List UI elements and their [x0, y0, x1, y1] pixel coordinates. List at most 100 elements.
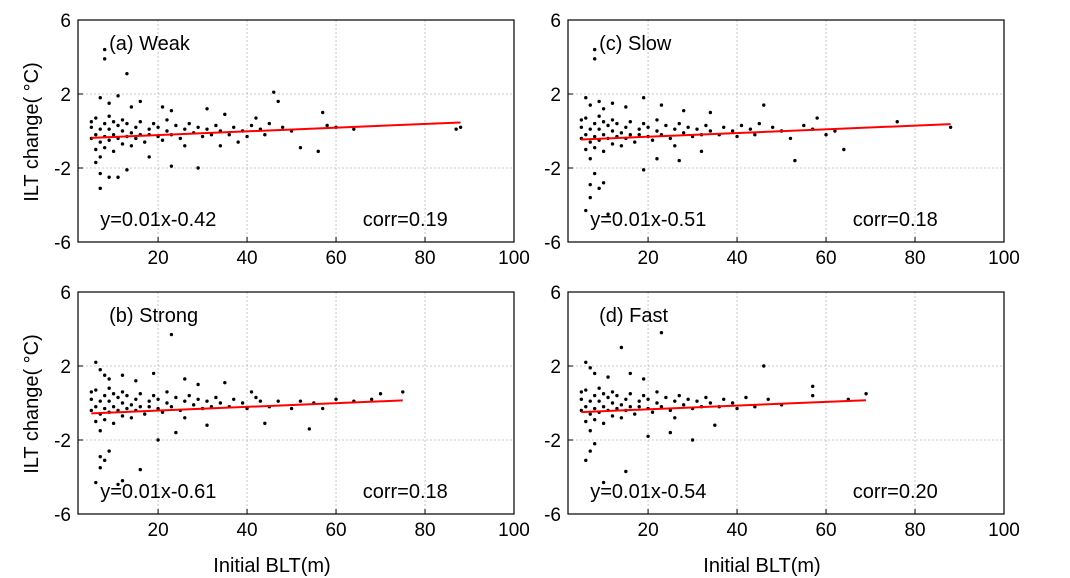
fit-line — [91, 399, 403, 415]
data-point — [272, 90, 276, 94]
data-point — [584, 360, 588, 364]
data-point — [218, 401, 223, 405]
correlation-label: corr=0.18 — [853, 209, 938, 231]
data-point — [606, 123, 610, 128]
data-point — [584, 133, 588, 137]
data-point — [762, 364, 766, 368]
data-point — [597, 99, 601, 104]
data-point — [165, 401, 169, 405]
data-point — [655, 401, 659, 405]
data-point — [735, 134, 739, 139]
data-point — [223, 112, 227, 117]
data-point — [628, 133, 632, 137]
data-point — [628, 392, 632, 396]
data-point — [610, 142, 615, 146]
data-point — [659, 405, 664, 409]
data-point — [116, 175, 120, 179]
data-point — [98, 399, 102, 403]
data-point — [102, 417, 107, 422]
data-point — [601, 107, 606, 111]
data-point — [116, 94, 120, 98]
data-point — [102, 373, 107, 377]
data-point — [895, 120, 899, 124]
data-point — [325, 123, 329, 128]
data-point — [98, 96, 102, 100]
panel-title: (d) Fast — [599, 305, 668, 327]
data-point — [174, 395, 178, 400]
data-point — [601, 181, 606, 185]
data-point — [673, 144, 677, 148]
data-point — [120, 401, 125, 405]
data-point — [94, 116, 98, 120]
data-point — [948, 125, 953, 129]
data-point — [708, 129, 713, 133]
data-point — [129, 131, 134, 135]
data-point — [619, 345, 624, 350]
data-point — [730, 401, 735, 405]
y-tick-label: 6 — [60, 283, 71, 304]
y-tick-label: -2 — [544, 159, 561, 180]
data-point — [810, 393, 815, 398]
data-point — [842, 147, 846, 152]
data-point — [98, 171, 102, 176]
data-point — [169, 108, 174, 113]
data-point — [138, 120, 142, 124]
data-point — [584, 419, 588, 424]
data-point — [156, 125, 160, 129]
data-point — [151, 393, 156, 398]
data-point — [94, 147, 98, 152]
data-point — [102, 145, 107, 150]
data-point — [187, 393, 191, 398]
data-point — [619, 416, 624, 420]
data-point — [89, 120, 94, 124]
data-point — [94, 360, 98, 364]
data-point — [584, 405, 588, 409]
data-point — [120, 479, 125, 483]
data-point — [699, 149, 704, 154]
data-point — [708, 110, 713, 115]
data-point — [134, 379, 138, 383]
data-point — [628, 120, 632, 124]
data-point — [125, 406, 129, 411]
data-point — [102, 57, 107, 61]
data-point — [125, 168, 129, 172]
data-point — [824, 133, 828, 137]
data-point — [196, 166, 200, 170]
x-tick-label: 80 — [414, 520, 435, 541]
data-point — [254, 395, 258, 400]
data-point — [668, 408, 673, 413]
plot-frame — [567, 291, 1005, 515]
data-point — [165, 129, 169, 133]
data-point — [579, 118, 584, 122]
data-point — [227, 133, 231, 137]
data-point — [633, 140, 637, 144]
data-point — [601, 149, 606, 154]
data-point — [708, 401, 713, 405]
data-point — [120, 129, 125, 133]
data-point — [610, 414, 615, 418]
data-point — [102, 121, 107, 126]
data-point — [94, 405, 98, 409]
xlabel-left: Initial BLT(m) — [213, 555, 330, 577]
data-point — [815, 116, 819, 120]
data-point — [183, 127, 187, 131]
y-tick-label: -2 — [54, 431, 71, 452]
data-point — [107, 138, 111, 142]
data-point — [592, 47, 597, 52]
data-point — [637, 405, 641, 409]
data-point — [200, 134, 205, 139]
data-point — [218, 144, 223, 148]
x-tick-label: 100 — [498, 248, 530, 269]
data-point — [125, 121, 129, 126]
data-point — [187, 121, 191, 126]
plot-frame — [77, 19, 515, 243]
data-point — [624, 469, 628, 474]
data-point — [280, 125, 285, 129]
data-point — [89, 125, 94, 129]
data-point — [307, 427, 312, 431]
data-point — [125, 71, 129, 76]
data-point — [655, 390, 659, 394]
data-point — [165, 118, 169, 122]
data-point — [298, 145, 303, 150]
data-point — [588, 127, 592, 131]
